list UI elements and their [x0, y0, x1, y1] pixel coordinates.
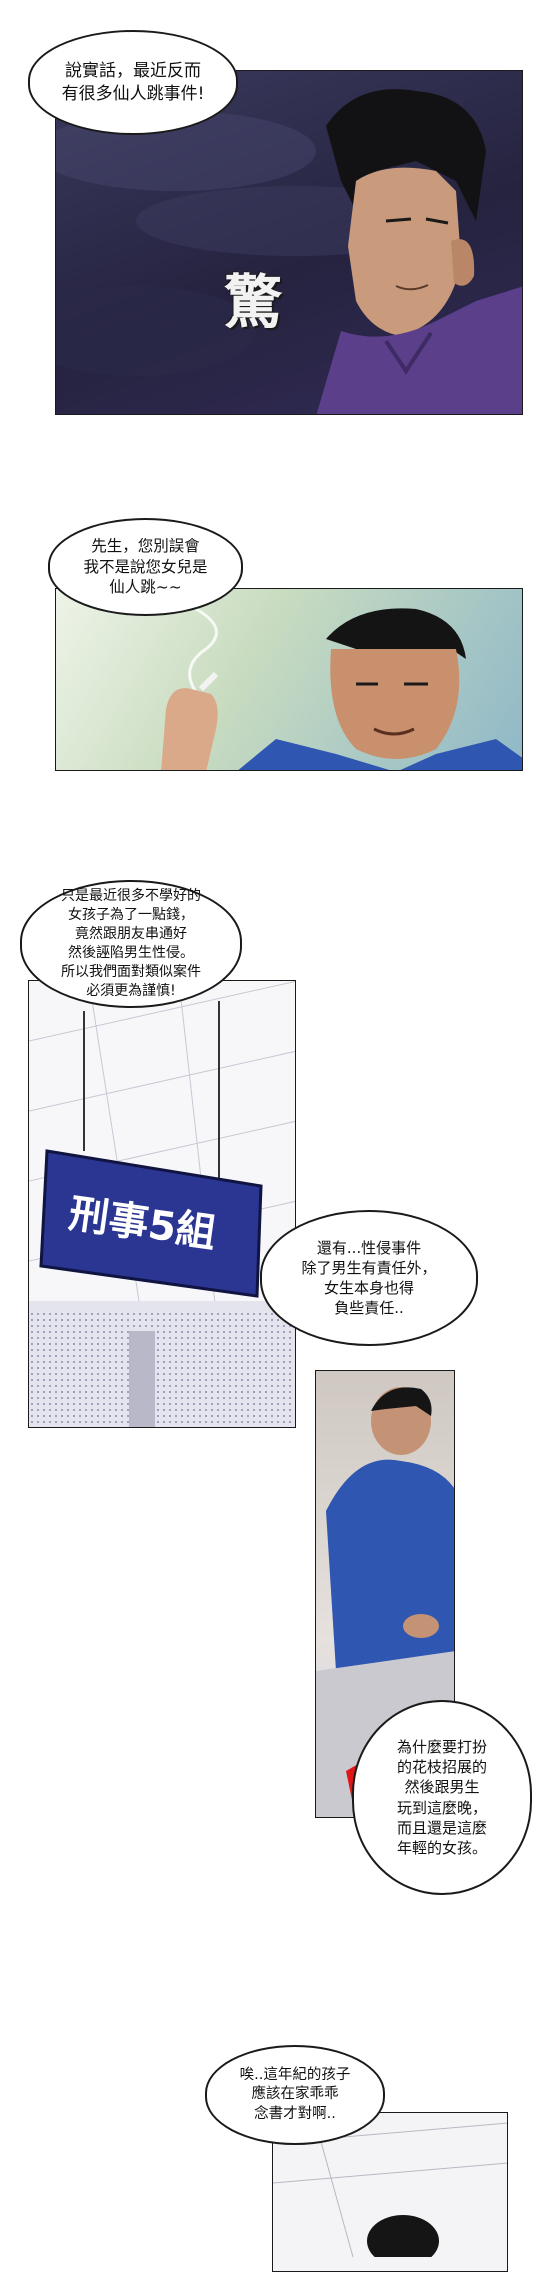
panel-1-art: [56, 89, 522, 414]
panel-2-art: [161, 607, 522, 770]
sfx-surprise: 驚: [214, 271, 282, 325]
panel-3-art: [29, 981, 295, 1427]
speech-bubble-1: 說實話，最近反而 有很多仙人跳事件!: [28, 30, 238, 135]
speech-bubble-3: 只是最近很多不學好的 女孩子為了一點錢， 竟然跟朋友串通好 然後誣陷男生性侵。 …: [20, 880, 242, 1008]
panel-1: 驚: [55, 70, 523, 415]
speech-bubble-6: 唉..這年紀的孩子 應該在家乖乖 念書才對啊..: [205, 2045, 385, 2145]
speech-bubble-2: 先生，您別誤會 我不是說您女兒是 仙人跳~~: [48, 518, 243, 616]
panel-3: 刑事5組: [28, 980, 296, 1428]
panel-2: [55, 588, 523, 771]
speech-bubble-5: 為什麼要打扮 的花枝招展的 然後跟男生 玩到這麼晚， 而且還是這麼 年輕的女孩。: [352, 1700, 532, 1895]
speech-bubble-4: 還有...性侵事件 除了男生有責任外， 女生本身也得 負些責任..: [260, 1210, 478, 1346]
